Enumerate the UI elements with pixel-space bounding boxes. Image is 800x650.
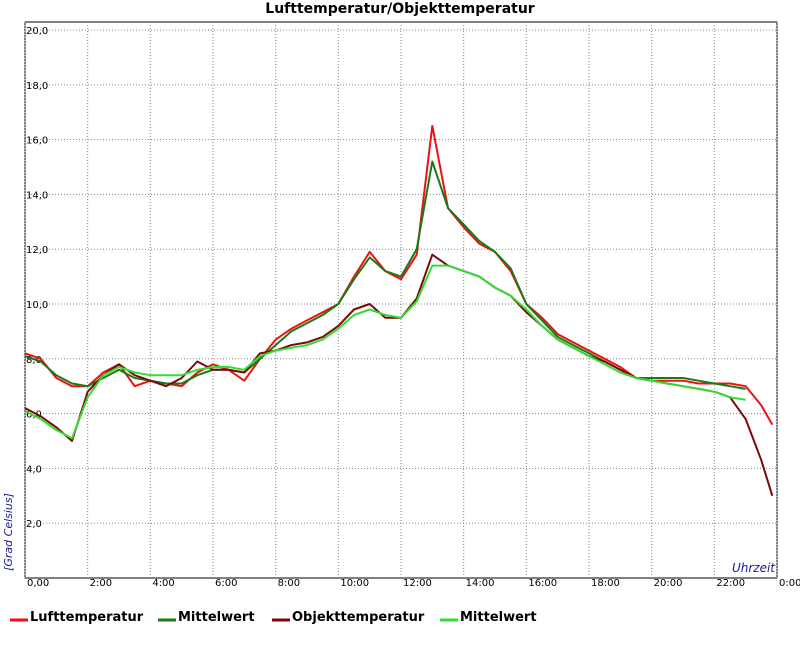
legend-label: Mittelwert — [460, 610, 537, 625]
x-tick-label: 4:00 — [152, 578, 174, 589]
x-tick-label: 0,00 — [27, 578, 49, 589]
chart-title: Lufttemperatur/Objekttemperatur — [265, 1, 535, 17]
y-tick-label: 8,0 — [26, 355, 42, 366]
series-line — [24, 264, 746, 440]
y-tick-label: 20,0 — [26, 26, 48, 37]
x-tick-label: 18:00 — [591, 578, 620, 589]
x-tick-label: 8:00 — [278, 578, 300, 589]
y-tick-label: 4,0 — [26, 464, 42, 475]
y-axis-label: [Grad Celsius] — [2, 493, 15, 571]
x-tick-label: 2:00 — [90, 578, 112, 589]
y-tick-label: 12,0 — [26, 245, 48, 256]
y-tick-label: 18,0 — [26, 81, 48, 92]
plot-area — [24, 21, 778, 579]
series-line — [24, 253, 774, 497]
y-tick-label: 2,0 — [26, 519, 42, 530]
y-tick-label: 16,0 — [26, 136, 48, 147]
legend-label: Lufttemperatur — [30, 610, 144, 625]
x-tick-label: 20:00 — [654, 578, 683, 589]
x-tick-label: 16:00 — [528, 578, 557, 589]
series-line — [24, 160, 746, 390]
legend-label: Mittelwert — [178, 610, 255, 625]
x-tick-label: 0:00 — [779, 578, 800, 589]
x-tick-label: 6:00 — [215, 578, 237, 589]
legend-label: Objekttemperatur — [292, 610, 425, 625]
x-tick-label: 12:00 — [403, 578, 432, 589]
y-tick-label: 10,0 — [26, 300, 48, 311]
x-tick-label: 14:00 — [466, 578, 495, 589]
x-tick-label: 22:00 — [716, 578, 745, 589]
x-axis-label: Uhrzeit — [732, 561, 776, 575]
y-tick-label: 14,0 — [26, 190, 48, 201]
x-tick-label: 10:00 — [340, 578, 369, 589]
